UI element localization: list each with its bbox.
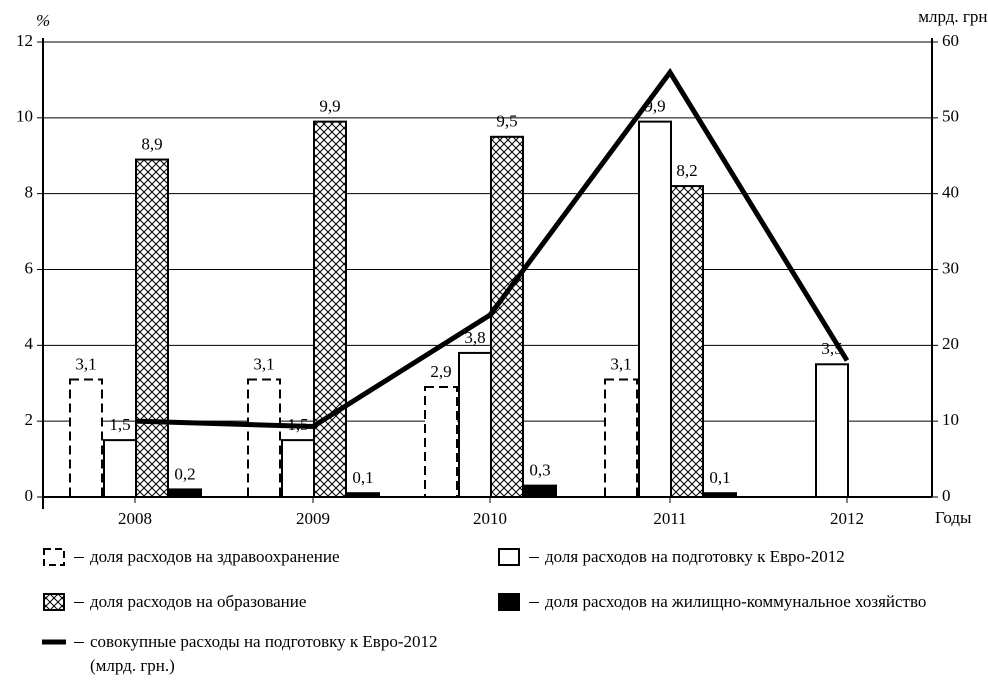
legend-dash — [529, 602, 539, 603]
legend-swatch — [42, 639, 66, 645]
y2-tick-label: 0 — [942, 486, 951, 505]
y-tick-label: 0 — [25, 486, 34, 505]
legend-swatch — [43, 548, 65, 566]
data-label: 0,1 — [352, 468, 373, 487]
legend-label: доля расходов на здравоохранение — [90, 547, 340, 566]
data-label: 1,5 — [109, 415, 130, 434]
y2-tick-label: 10 — [942, 410, 959, 429]
y2-tick-label: 40 — [942, 183, 959, 202]
y-tick-label: 6 — [25, 258, 34, 277]
data-label: 0,2 — [174, 464, 195, 483]
swatch — [43, 593, 65, 611]
data-label: 0,1 — [709, 468, 730, 487]
data-label: 3,1 — [610, 354, 631, 373]
swatch — [498, 593, 520, 611]
bar — [168, 488, 202, 498]
legend-label: доля расходов на жилищно-коммунальное хо… — [545, 592, 927, 611]
data-label: 9,9 — [319, 97, 340, 116]
legend-dash — [529, 557, 539, 558]
legend-dash — [74, 602, 84, 603]
line — [134, 67, 850, 429]
legend-dash — [74, 642, 84, 643]
y2-tick-label: 30 — [942, 258, 959, 277]
legend-label: доля расходов на подготовку к Евро-2012 — [545, 547, 845, 566]
legend-label: доля расходов на образование — [90, 592, 307, 611]
x-tick-label: 2008 — [118, 509, 152, 528]
bar — [604, 378, 638, 499]
bar — [135, 158, 169, 499]
y-tick-label: 12 — [16, 31, 33, 50]
bar — [313, 120, 347, 498]
data-label: 3,8 — [464, 328, 485, 347]
bar — [247, 378, 281, 499]
y-tick-label: 2 — [25, 410, 34, 429]
y2-axis-label: млрд. грн. — [918, 7, 988, 26]
legend-swatch — [43, 593, 65, 611]
bar — [490, 135, 524, 499]
y2-tick-label: 20 — [942, 334, 959, 353]
x-tick-label: 2009 — [296, 509, 330, 528]
data-label: 9,5 — [496, 112, 517, 131]
data-label: 8,2 — [676, 161, 697, 180]
chart: % млрд. грн. Годы 0 2 4 6 8 10 12 0 10 20 30 40 50 60… — [16, 7, 988, 528]
bar — [424, 386, 458, 498]
bar — [523, 484, 557, 498]
data-label: 3,1 — [253, 354, 274, 373]
swatch — [498, 548, 520, 566]
data-label: 8,9 — [141, 134, 162, 153]
bar — [458, 351, 492, 498]
x-axis-label: Годы — [935, 508, 972, 527]
data-label: 2,9 — [430, 362, 451, 381]
bar — [69, 378, 103, 499]
bar — [670, 185, 704, 498]
legend-label: совокупные расходы на подготовку к Евро-… — [90, 632, 438, 675]
legend-item: совокупные расходы на подготовку к Евро-… — [38, 630, 468, 678]
bar — [638, 120, 672, 498]
y-tick-label: 8 — [25, 183, 34, 202]
y2-tick-label: 60 — [942, 31, 959, 50]
x-tick-label: 2012 — [830, 509, 864, 528]
data-label: 0,3 — [529, 461, 550, 480]
legend-dash — [74, 557, 84, 558]
legend-item: доля расходов на здравоохранение — [38, 545, 458, 569]
legend-swatch — [498, 548, 520, 566]
bar — [281, 439, 315, 498]
legend-item: доля расходов на образование — [38, 590, 458, 614]
y-tick-label: 10 — [16, 107, 33, 126]
bar — [103, 439, 137, 498]
legend-item: доля расходов на жилищно-коммунальное хо… — [493, 590, 953, 614]
y-tick-label: 4 — [25, 334, 34, 353]
legend-swatch — [498, 593, 520, 611]
swatch — [43, 548, 65, 566]
bar — [815, 363, 849, 498]
data-label: 3,1 — [75, 354, 96, 373]
y2-tick-label: 50 — [942, 107, 959, 126]
x-tick-label: 2011 — [653, 509, 686, 528]
x-tick-label: 2010 — [473, 509, 507, 528]
legend-item: доля расходов на подготовку к Евро-2012 — [493, 545, 963, 569]
y-axis-label: % — [36, 11, 50, 30]
